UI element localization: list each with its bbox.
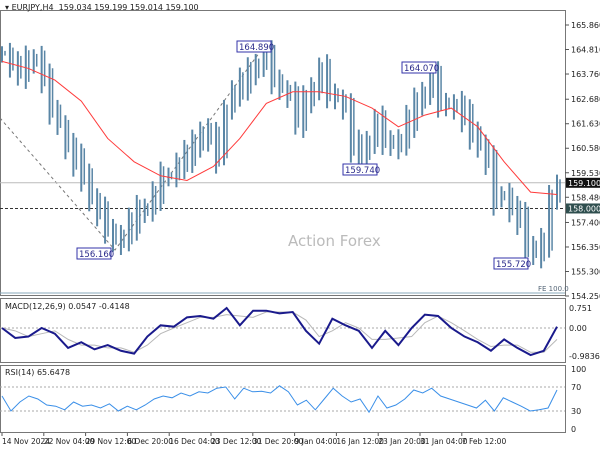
rsi-tick-label: 0 — [571, 425, 576, 434]
time-tick-label: 23 Dec 12:00 — [211, 437, 262, 446]
fibonacci-line — [0, 44, 266, 251]
level-tag — [566, 203, 600, 214]
price-label: 164.890 — [239, 43, 274, 53]
current-price-label: 159.100 — [568, 179, 600, 188]
rsi-tick-label: 100 — [571, 365, 586, 374]
price-label: 159.740 — [345, 166, 380, 176]
price-tick-label: 161.630 — [571, 120, 600, 129]
price-tick-label: 160.580 — [571, 144, 600, 153]
ohlc-readout: 159.034 159.199 159.014 159.100 — [58, 3, 199, 12]
time-tick-label: 7 Feb 12:00 — [462, 437, 507, 446]
price-label: 155.720 — [496, 260, 531, 270]
price-tick-label: 163.760 — [571, 70, 600, 79]
current-price-tag — [566, 177, 600, 188]
macd-panel-frame — [0, 298, 566, 363]
macd-title: MACD(12,26,9) 0.0547 -0.4148 — [5, 302, 130, 311]
price-tick-label: 159.530 — [571, 169, 600, 178]
time-tick-label: 9 Jan 04:00 — [295, 437, 338, 446]
rsi-tick-label: 30 — [571, 407, 581, 416]
macd-signal-line — [1, 311, 558, 353]
level-label: 158.000 — [568, 204, 600, 213]
price-tick-label: 158.480 — [571, 193, 600, 202]
fe-label: FE 100.0 — [538, 285, 569, 293]
price-label-box — [342, 163, 378, 176]
time-tick-label: 31 Jan 04:00 — [420, 437, 468, 446]
price-tick-label: 162.680 — [571, 95, 600, 104]
rsi-panel-frame — [0, 365, 566, 433]
price-tick-label: 155.300 — [571, 267, 600, 276]
rsi-tick-label: 70 — [571, 383, 581, 392]
price-label-box — [493, 257, 529, 270]
time-tick-label: 29 Nov 12:00 — [86, 437, 137, 446]
price-tick-label: 156.350 — [571, 243, 600, 252]
price-tick-label: 164.810 — [571, 46, 600, 55]
price-label: 156.160 — [79, 250, 114, 260]
time-tick-label: 22 Nov 04:00 — [44, 437, 95, 446]
time-tick-label: 14 Nov 2024 — [2, 437, 50, 446]
price-label-box — [236, 40, 272, 53]
time-tick-label: 16 Jan 12:00 — [336, 437, 384, 446]
rsi-title: RSI(14) 65.6478 — [5, 368, 70, 377]
time-tick-label: 23 Jan 20:00 — [378, 437, 426, 446]
macd-tick-label: 0.00 — [569, 324, 587, 333]
price-label-box — [401, 61, 437, 74]
price-tick-label: 165.860 — [571, 21, 600, 30]
rsi-line — [1, 385, 558, 414]
time-tick-label: 6 Dec 20:00 — [127, 437, 173, 446]
macd-tick-label: -0.9836 — [569, 352, 600, 361]
watermark: Action Forex — [288, 232, 381, 250]
price-tick-label: 154.250 — [571, 292, 600, 301]
symbol-label: EURJPY,H4 — [11, 3, 54, 12]
macd-tick-label: 0.751 — [569, 304, 592, 313]
chart-header: ▾ EURJPY,H4 159.034 159.199 159.014 159.… — [5, 3, 199, 12]
time-tick-label: 16 Dec 04:00 — [169, 437, 220, 446]
price-tick-label: 157.400 — [571, 218, 600, 227]
main-panel-frame — [0, 10, 566, 296]
macd-main-line — [1, 306, 558, 357]
price-label-box — [76, 247, 112, 260]
price-label: 164.070 — [404, 64, 439, 74]
time-tick-label: 31 Dec 20:00 — [253, 437, 304, 446]
moving-average-line — [1, 60, 558, 195]
